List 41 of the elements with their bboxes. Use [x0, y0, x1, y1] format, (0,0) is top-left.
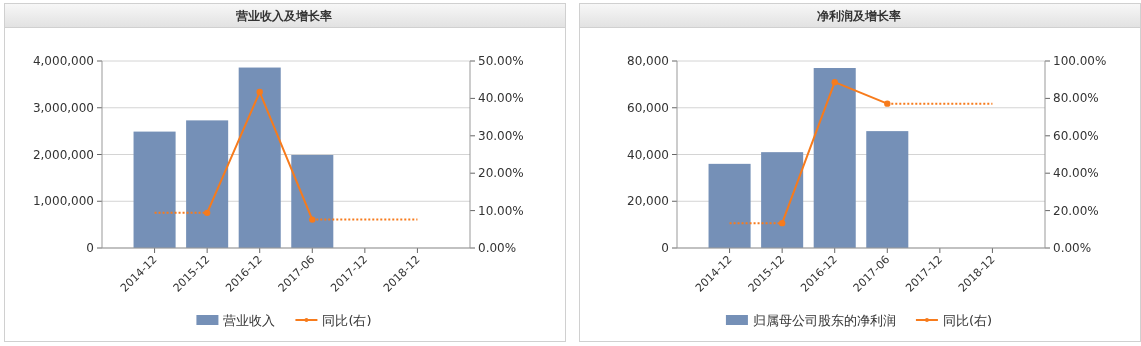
- bar: [133, 131, 176, 248]
- y-tick-label: 0: [661, 241, 669, 255]
- bar: [186, 120, 229, 248]
- y-tick-label: 2,000,000: [32, 147, 94, 162]
- y2-tick-label: 50.00%: [478, 54, 524, 68]
- y-tick-label: 1,000,000: [32, 194, 94, 209]
- legend-label: 归属母公司股东的净利润: [752, 313, 896, 328]
- y2-tick-label: 60.00%: [1053, 128, 1099, 143]
- y-tick-label: 60,000: [627, 100, 669, 115]
- y2-tick-label: 30.00%: [478, 128, 524, 143]
- y2-tick-label: 20.00%: [1053, 203, 1099, 218]
- y2-tick-label: 0.00%: [1053, 241, 1092, 255]
- legend-label: 同比(右): [322, 313, 372, 328]
- y2-tick-label: 80.00%: [1053, 91, 1099, 106]
- bar: [813, 68, 856, 248]
- y-tick-label: 0: [86, 241, 94, 255]
- y-tick-label: 4,000,000: [32, 54, 94, 68]
- chart-title: 营业收入及增长率: [235, 9, 332, 23]
- legend-label: 营业收入: [223, 313, 276, 328]
- point: [256, 88, 263, 96]
- y2-tick-label: 20.00%: [478, 166, 524, 181]
- point: [309, 216, 316, 223]
- y2-tick-label: 40.00%: [478, 91, 524, 106]
- y2-tick-label: 0.00%: [478, 241, 517, 255]
- chart-title: 净利润及增长率: [817, 9, 901, 23]
- bar: [291, 154, 334, 248]
- legend-label: 同比(右): [942, 313, 993, 328]
- bar: [761, 152, 804, 248]
- y2-tick-label: 40.00%: [1053, 166, 1099, 181]
- y-tick-label: 40,000: [627, 147, 669, 162]
- y-tick-label: 80,000: [627, 54, 669, 68]
- point: [831, 78, 838, 86]
- bar: [866, 131, 909, 248]
- bar: [708, 163, 751, 248]
- y-tick-label: 3,000,000: [32, 100, 94, 115]
- point: [778, 219, 786, 227]
- point: [203, 209, 211, 217]
- bar: [238, 67, 281, 248]
- y2-tick-label: 100.00%: [1053, 54, 1107, 68]
- y2-tick-label: 10.00%: [478, 203, 524, 218]
- y-tick-label: 20,000: [627, 194, 669, 209]
